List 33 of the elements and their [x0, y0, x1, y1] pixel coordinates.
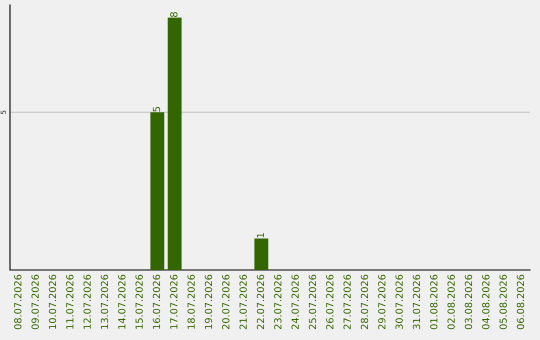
x-tick-label: 28.07.2026	[360, 274, 368, 330]
x-tick-label: 02.08.2026	[447, 274, 455, 330]
x-tick-label: 25.07.2026	[308, 274, 316, 330]
x-tick-label: 19.07.2026	[204, 274, 212, 329]
x-tick-label: 15.07.2026	[135, 274, 143, 329]
x-tick-label: 06.08.2026	[516, 274, 524, 330]
x-tick-label: 21.07.2026	[239, 274, 247, 330]
x-tick-label: 08.07.2026	[14, 274, 22, 330]
x-tick-label: 30.07.2026	[395, 274, 403, 330]
x-tick-label: 16.07.2026	[152, 274, 160, 329]
x-tick-label: 24.07.2026	[291, 274, 299, 330]
data-label: 5	[152, 106, 160, 112]
data-label: 8	[170, 12, 178, 17]
x-tick-label: 31.07.2026	[412, 274, 420, 330]
x-tick-label: 05.08.2026	[499, 274, 507, 330]
x-tick-label: 18.07.2026	[187, 274, 195, 329]
data-label: 1	[256, 233, 264, 238]
x-tick-label: 03.08.2026	[464, 274, 472, 330]
x-tick-label: 12.07.2026	[83, 274, 91, 329]
x-tick-label: 29.07.2026	[378, 274, 386, 330]
x-tick-label: 14.07.2026	[118, 274, 126, 329]
x-tick-label: 13.07.2026	[100, 274, 108, 329]
x-tick-label: 17.07.2026	[170, 274, 178, 329]
x-tick-label: 26.07.2026	[326, 274, 334, 330]
x-tick-label: 09.07.2026	[31, 274, 39, 330]
x-tick-label: 27.07.2026	[343, 274, 351, 330]
x-tick-label: 04.08.2026	[482, 274, 490, 330]
x-tick-label: 01.08.2026	[430, 274, 438, 330]
x-tick-label: 11.07.2026	[66, 274, 74, 329]
x-tick-label: 10.07.2026	[48, 274, 56, 329]
x-tick-label: 23.07.2026	[274, 274, 282, 330]
x-tick-label: 20.07.2026	[222, 274, 230, 330]
x-tick-label: 22.07.2026	[256, 274, 264, 330]
